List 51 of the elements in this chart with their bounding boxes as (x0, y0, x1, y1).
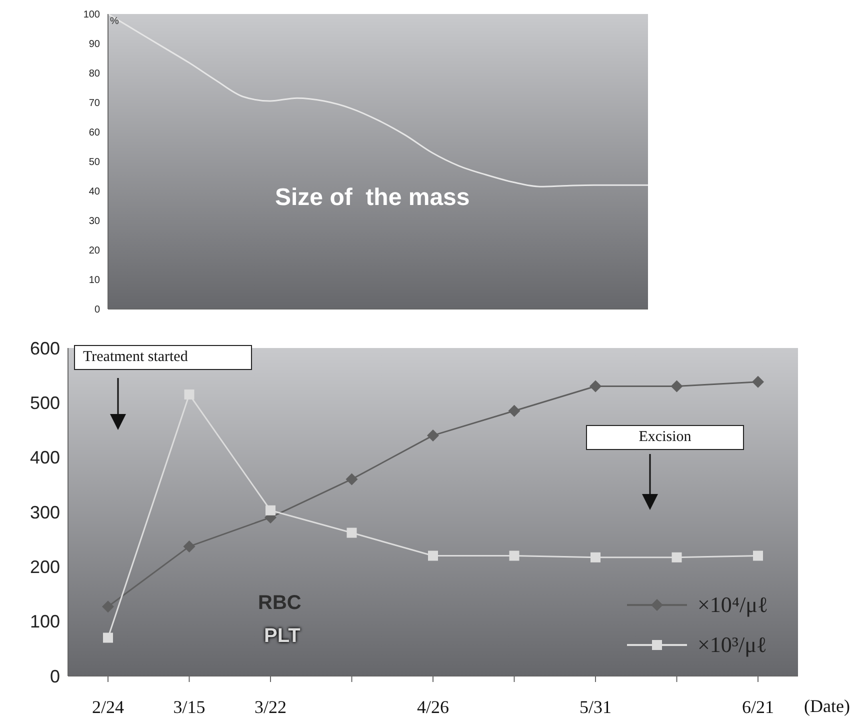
y-tick-label: 0 (94, 304, 100, 316)
point (509, 550, 520, 561)
point (753, 550, 763, 561)
y-axis-title: % (110, 16, 119, 27)
y-tick-label: 10 (88, 275, 100, 286)
y-tick-label: 90 (88, 39, 100, 50)
x-tick-label: 5/31 (579, 696, 612, 717)
point (427, 429, 439, 442)
y-tick-label: 50 (88, 157, 100, 168)
point (428, 550, 438, 561)
y-tick-label: 70 (88, 98, 100, 110)
x-tick-label: 3/22 (254, 696, 287, 717)
y-tick-label: 60 (88, 128, 100, 139)
y-tick-label: 300 (30, 502, 60, 522)
point (103, 632, 113, 643)
y-tick-label: 500 (30, 393, 60, 414)
point (590, 552, 600, 562)
x-tick-label: 4/26 (416, 696, 450, 717)
point (183, 540, 196, 552)
annotation: Size of the mass (275, 184, 470, 212)
point (346, 473, 358, 486)
y-tick-label: 400 (30, 448, 60, 468)
annotation: Treatment started (74, 345, 252, 370)
legend-label: ×10³/μℓ (697, 632, 767, 658)
y-tick-label: 200 (30, 557, 60, 578)
point (346, 528, 357, 538)
y-tick-label: 30 (88, 216, 100, 228)
point (672, 552, 682, 562)
x-tick-label: 3/15 (173, 696, 206, 717)
point (184, 389, 194, 400)
annotation: Excision (586, 425, 744, 450)
point (670, 380, 683, 392)
y-tick-label: 0 (50, 666, 60, 686)
x-tick-label: 2/24 (92, 696, 124, 717)
legend-label: ×10⁴/μℓ (697, 592, 768, 618)
y-tick-label: 100 (30, 612, 60, 632)
y-tick-label: 20 (88, 246, 100, 257)
point (590, 380, 602, 392)
point (508, 404, 520, 417)
point (752, 376, 764, 388)
y-tick-label: 600 (30, 338, 60, 358)
point (102, 600, 114, 613)
point (266, 505, 276, 516)
y-tick-label: 80 (88, 68, 100, 80)
line-series (107, 14, 648, 188)
y-tick-label: 100 (83, 10, 100, 21)
annotation: RBC (258, 592, 302, 615)
x-tick-label: 6/21 (742, 696, 774, 717)
x-axis-title: (Date) (804, 696, 850, 717)
y-tick-label: 40 (88, 186, 100, 198)
annotation: PLT (264, 625, 300, 648)
